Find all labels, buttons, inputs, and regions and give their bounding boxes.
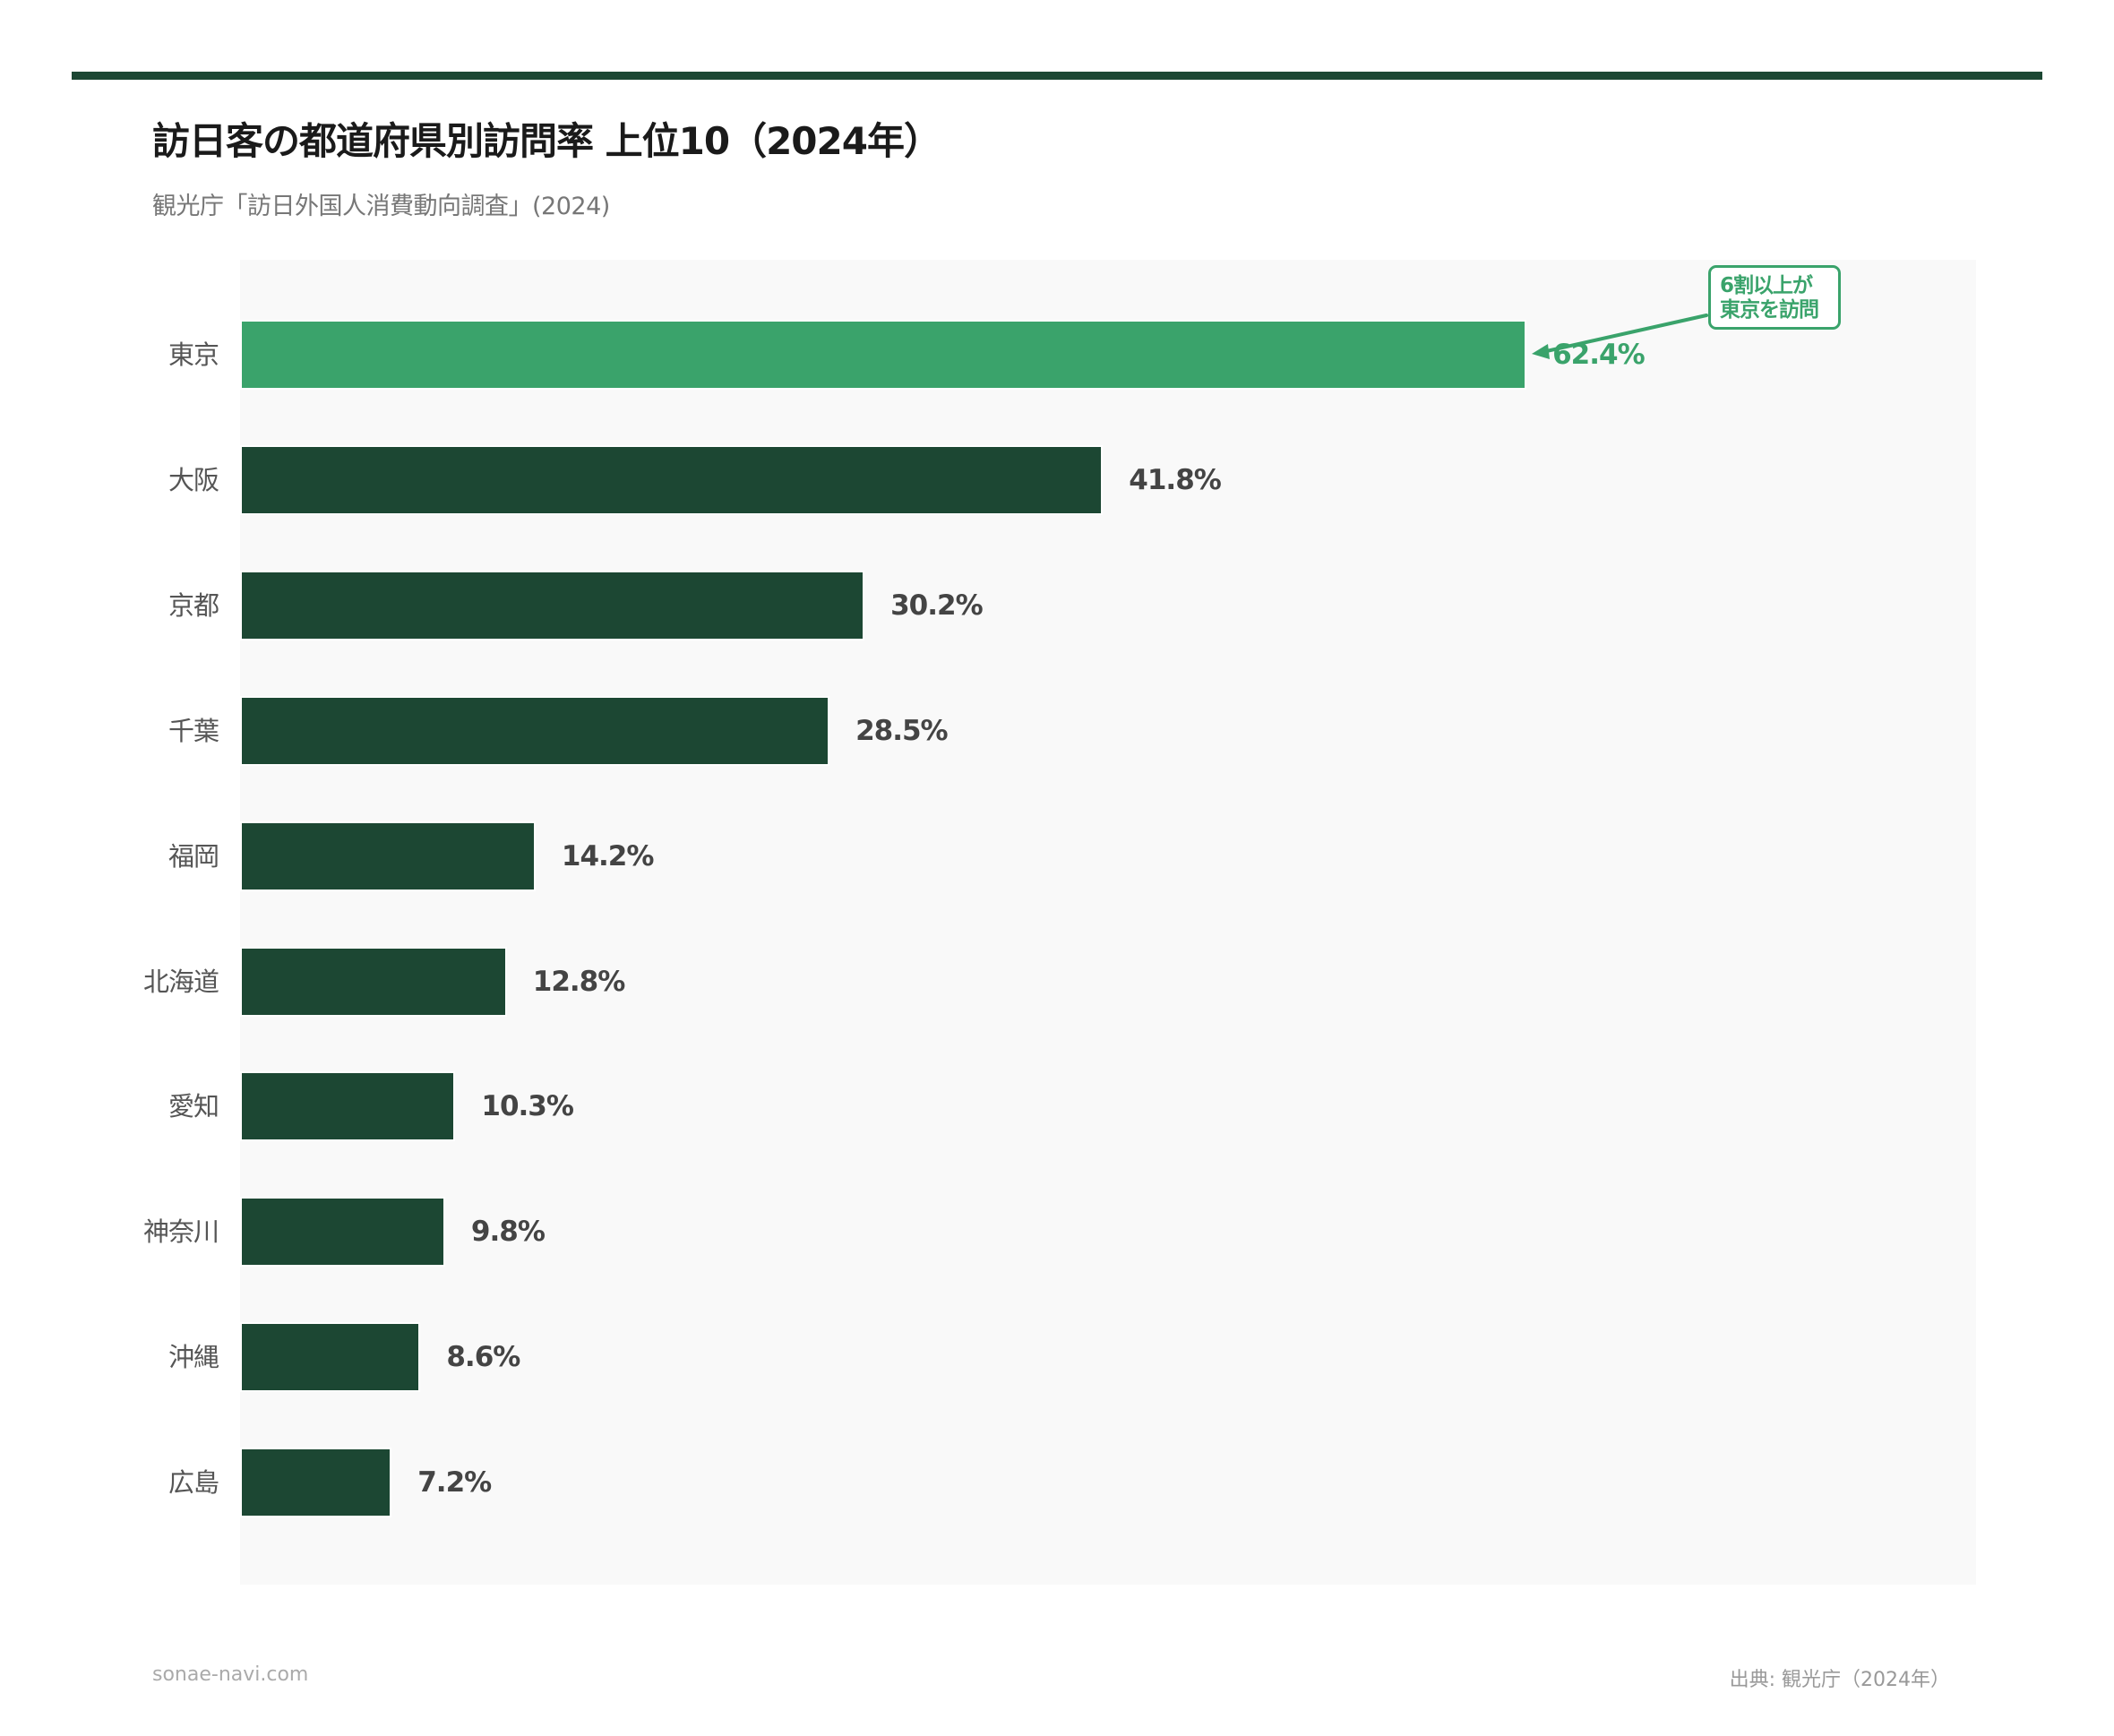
value-label: 12.8% — [532, 966, 626, 998]
category-label: 愛知 — [168, 1091, 219, 1122]
bar-row: 神奈川 9.8% — [0, 1199, 2114, 1265]
site-credit: sonae-navi.com — [152, 1663, 309, 1686]
bar-row: 大阪 41.8% — [0, 447, 2114, 513]
callout-line-2: 東京を訪問 — [1720, 298, 1819, 322]
category-label: 沖縄 — [168, 1342, 219, 1372]
source-credit: 出典: 観光庁（2024年） — [1729, 1669, 1950, 1691]
category-label: 神奈川 — [142, 1216, 219, 1247]
bar-row: 沖縄 8.6% — [0, 1324, 2114, 1390]
bar-row: 広島 7.2% — [0, 1449, 2114, 1516]
bar — [242, 698, 829, 764]
bar — [242, 1073, 454, 1139]
category-label: 福岡 — [168, 841, 219, 872]
value-label: 30.2% — [890, 589, 984, 622]
value-label: 62.4% — [1552, 339, 1646, 371]
category-label: 東京 — [168, 339, 219, 370]
chart-subtitle: 観光庁「訪日外国人消費動向調査」(2024) — [152, 193, 610, 220]
bar — [242, 949, 505, 1015]
bar — [242, 823, 534, 889]
bar-row: 福岡 14.2% — [0, 823, 2114, 889]
value-label: 9.8% — [470, 1216, 546, 1248]
annotation-callout: 6割以上が 東京を訪問 — [1708, 265, 1841, 330]
bar — [242, 322, 1525, 388]
category-label: 千葉 — [168, 716, 219, 746]
value-label: 10.3% — [481, 1090, 574, 1122]
bar-row: 東京 62.4% — [0, 322, 2114, 388]
chart-title: 訪日客の都道府県別訪問率 上位10（2024年） — [152, 119, 941, 163]
bar — [242, 572, 864, 639]
category-label: 京都 — [168, 590, 219, 621]
bar — [242, 1199, 443, 1265]
bar-row: 千葉 28.5% — [0, 698, 2114, 764]
category-label: 大阪 — [168, 465, 219, 495]
value-label: 28.5% — [855, 715, 949, 747]
value-label: 8.6% — [446, 1341, 520, 1373]
bar-row: 愛知 10.3% — [0, 1073, 2114, 1139]
value-label: 41.8% — [1129, 464, 1222, 496]
bar — [242, 1324, 419, 1390]
value-label: 14.2% — [561, 840, 655, 872]
top-accent-rule — [72, 72, 2042, 80]
bar — [242, 447, 1102, 513]
callout-line-1: 6割以上が — [1720, 274, 1813, 297]
category-label: 北海道 — [142, 967, 219, 997]
bar-row: 北海道 12.8% — [0, 949, 2114, 1015]
bar-row: 京都 30.2% — [0, 572, 2114, 639]
value-label: 7.2% — [417, 1466, 492, 1499]
category-label: 広島 — [168, 1467, 219, 1498]
bar — [242, 1449, 391, 1516]
